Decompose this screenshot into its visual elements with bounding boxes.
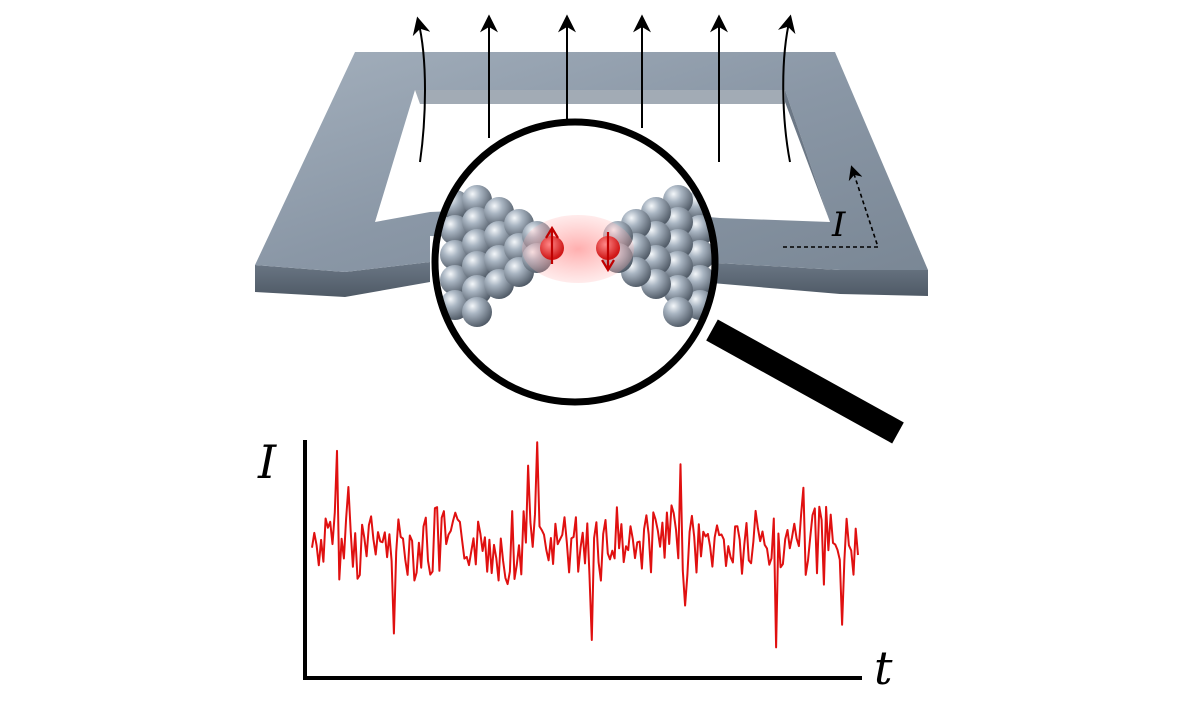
y-axis-label: I: [257, 435, 277, 489]
loop-inner-wall: [415, 90, 785, 104]
lens-contents: [440, 185, 715, 327]
superconducting-loop: [255, 52, 928, 297]
electrode-atom: [462, 297, 492, 327]
x-axis-label: t: [874, 641, 893, 695]
magnetic-flux-lines: [412, 14, 796, 163]
spin-down-arrow-icon: [601, 232, 615, 273]
lens-rim: [431, 118, 719, 406]
current-noise-trace: [311, 441, 859, 649]
spin-up-arrow-icon: [545, 225, 559, 264]
current-arrow: [783, 165, 880, 248]
electrode-atom: [462, 185, 492, 215]
electrode-atom: [663, 297, 693, 327]
magnifier-handle: [706, 319, 904, 444]
electrode-atom: [663, 185, 693, 215]
flux-line: [777, 14, 796, 163]
flux-line: [412, 16, 431, 163]
loop-inner-wall: [785, 90, 830, 222]
spin-down-particle: [596, 232, 620, 273]
magnifying-glass: [431, 118, 904, 444]
spin-up-particle: [540, 225, 564, 264]
loop-current-indicator: I: [783, 165, 880, 248]
loop-edge: [700, 262, 928, 296]
loop-current-label: I: [831, 205, 846, 245]
loop-top-face: [255, 52, 928, 272]
current-noise-plot: I t: [257, 435, 893, 695]
loop-edge: [255, 262, 430, 297]
